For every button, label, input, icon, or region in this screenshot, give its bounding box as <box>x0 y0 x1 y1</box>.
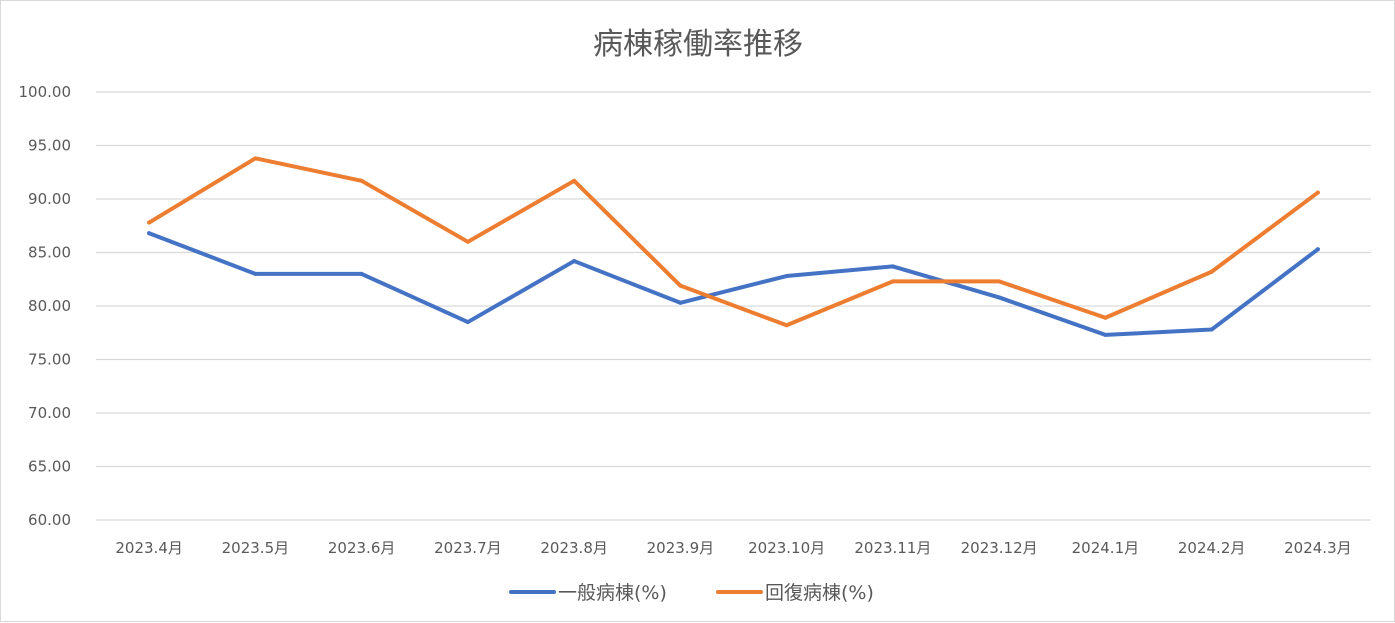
data-point <box>678 283 683 288</box>
data-point <box>997 295 1002 300</box>
data-point <box>1209 327 1214 332</box>
data-point <box>1315 190 1320 195</box>
x-tick-label: 2023.8月 <box>540 539 608 557</box>
data-point <box>359 271 364 276</box>
series-line-2 <box>147 156 1320 328</box>
x-tick-label: 2024.2月 <box>1178 539 1246 557</box>
series-lines <box>147 156 1320 337</box>
y-axis-ticks: 60.00 65.00 70.00 75.00 80.00 85.00 90.00 95.00… <box>19 83 72 529</box>
y-tick-label: 80.00 <box>28 297 71 315</box>
x-tick-label: 2023.10月 <box>748 539 825 557</box>
data-point <box>253 271 258 276</box>
data-point <box>147 220 152 225</box>
x-tick-label: 2023.6月 <box>328 539 396 557</box>
x-tick-label: 2023.7月 <box>434 539 502 557</box>
y-tick-label: 70.00 <box>28 404 71 422</box>
x-tick-label: 2023.4月 <box>115 539 183 557</box>
series-line-1 <box>147 231 1320 337</box>
chart-title: 病棟稼働率推移 <box>593 27 803 62</box>
y-tick-label: 95.00 <box>28 137 71 155</box>
data-point <box>465 320 470 325</box>
data-point <box>572 259 577 264</box>
data-point <box>890 264 895 269</box>
data-point <box>1315 247 1320 252</box>
data-point <box>1103 332 1108 337</box>
data-point <box>253 156 258 161</box>
x-tick-label: 2024.1月 <box>1072 539 1140 557</box>
x-tick-label: 2023.5月 <box>222 539 290 557</box>
y-tick-label: 85.00 <box>28 244 71 262</box>
data-point <box>359 178 364 183</box>
data-point <box>678 300 683 305</box>
legend-label: 回復病棟(%) <box>765 582 874 604</box>
legend-label: 一般病棟(%) <box>558 582 667 604</box>
x-tick-label: 2023.9月 <box>647 539 715 557</box>
legend: 一般病棟(%) 回復病棟(%) <box>509 582 874 604</box>
y-tick-label: 90.00 <box>28 190 71 208</box>
y-tick-label: 60.00 <box>28 511 71 529</box>
y-tick-label: 75.00 <box>28 351 71 369</box>
x-tick-label: 2023.12月 <box>961 539 1038 557</box>
data-point <box>997 279 1002 284</box>
y-tick-label: 65.00 <box>28 458 71 476</box>
data-point <box>1103 315 1108 320</box>
data-point <box>784 274 789 279</box>
x-tick-label: 2024.3月 <box>1284 539 1352 557</box>
data-point <box>890 279 895 284</box>
data-point <box>465 239 470 244</box>
data-point <box>147 231 152 236</box>
data-point <box>572 178 577 183</box>
y-tick-label: 100.00 <box>19 83 72 101</box>
x-axis-ticks: 2023.4月 2023.5月 2023.6月 2023.7月 2023.8月 2023.… <box>115 539 1351 557</box>
data-point <box>784 323 789 328</box>
x-tick-label: 2023.11月 <box>854 539 931 557</box>
data-point <box>1209 269 1214 274</box>
